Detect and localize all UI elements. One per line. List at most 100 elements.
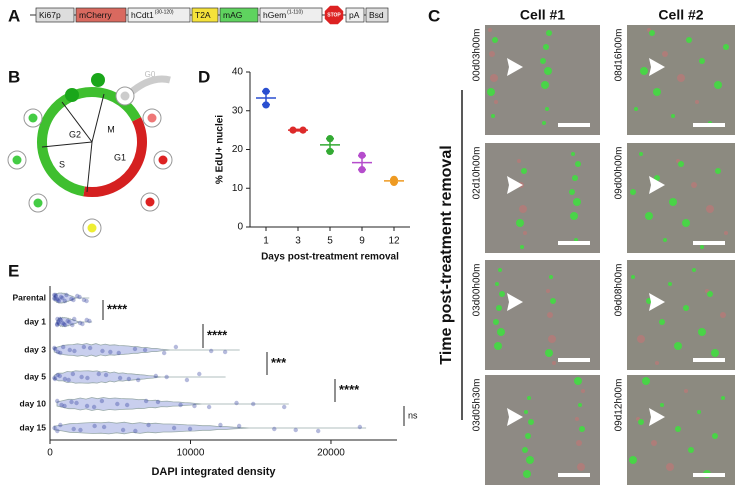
violin-point	[84, 317, 89, 323]
violin-point	[55, 398, 60, 404]
y-tick-label: Parental	[12, 292, 46, 302]
cell-blob	[629, 456, 637, 464]
violin-point	[64, 292, 69, 298]
violin-point	[67, 319, 72, 325]
violin	[53, 421, 367, 435]
violin-point	[115, 401, 120, 407]
violin-point	[251, 401, 256, 407]
violin-point	[52, 346, 58, 352]
violin	[53, 343, 240, 357]
x-tick-label: 20000	[317, 448, 345, 459]
construct-label: mAG	[223, 10, 242, 20]
dot	[289, 126, 297, 134]
construct-label: Ki67p	[39, 10, 61, 20]
cell-blob	[677, 74, 685, 82]
y-tick-label: 20	[232, 144, 244, 155]
cell-blob	[634, 107, 638, 111]
cell-blob	[522, 447, 528, 453]
cell-blob	[574, 377, 582, 385]
cell-nucleus	[87, 223, 97, 233]
cell-blob	[548, 335, 556, 343]
cell-blob	[724, 231, 728, 235]
violin-point	[357, 424, 363, 430]
cell-blob	[651, 440, 657, 446]
violin-point	[52, 425, 57, 431]
violin-point	[65, 318, 70, 324]
x-axis-label: Days post-treatment removal	[261, 252, 399, 263]
cell-blob	[490, 74, 498, 82]
violin-point	[56, 298, 62, 304]
violin-point	[126, 376, 132, 382]
phase-label: S	[59, 159, 65, 169]
cell-blob	[528, 419, 534, 425]
violin-point	[57, 373, 62, 379]
cell-blob	[666, 463, 674, 471]
cell-blob	[491, 114, 495, 118]
dot	[358, 151, 366, 159]
violin-point	[58, 294, 64, 300]
violin-point	[52, 292, 57, 298]
construct-part	[219, 7, 259, 23]
micrograph	[485, 143, 600, 253]
construct-part	[191, 7, 219, 23]
cell-blob	[674, 342, 682, 350]
cell-blob	[569, 189, 575, 195]
violin-point	[78, 427, 83, 433]
cell-blob	[497, 328, 505, 336]
construct-label: pA	[349, 10, 360, 20]
cell-blob	[543, 44, 549, 50]
violin-point	[80, 321, 85, 327]
cell-blob	[576, 440, 582, 446]
violin-point	[55, 372, 60, 378]
violin-point	[70, 371, 76, 377]
cell-blob	[660, 403, 664, 407]
phase-divider	[61, 101, 93, 143]
significance-label: ****	[207, 327, 228, 342]
violin-point	[69, 399, 74, 405]
timestamp: 09d12h00m	[614, 379, 625, 432]
violin-point	[55, 349, 61, 355]
y-tick-label: day 1	[24, 316, 46, 326]
cell-blob	[655, 361, 659, 365]
cell-blob	[545, 349, 553, 357]
violin-point	[66, 377, 71, 383]
x-tick-label: 10000	[177, 448, 205, 459]
cell-blob	[492, 37, 498, 43]
violin-point	[55, 316, 60, 322]
dot	[299, 126, 307, 134]
arrowhead	[507, 176, 523, 194]
construct-sup: (1-110)	[287, 9, 303, 15]
cell-blob	[552, 361, 556, 365]
violin-point	[116, 350, 121, 356]
violin-point	[173, 344, 179, 350]
violin-point	[108, 349, 113, 355]
timestamp: 09d00h00m	[614, 147, 625, 200]
violin-point	[60, 320, 65, 326]
cell-blob	[525, 433, 531, 439]
construct-label: STOP	[327, 12, 341, 18]
violin-point	[77, 294, 82, 300]
violin-point	[84, 403, 90, 409]
panel-label: D	[198, 67, 210, 86]
construct-sup: (30-120)	[155, 9, 174, 15]
cell-blob	[526, 456, 534, 464]
violin-point	[192, 403, 197, 409]
scale-bar	[558, 358, 590, 362]
cell-blob	[691, 182, 697, 188]
cell-nucleus	[28, 113, 38, 123]
arrowhead	[507, 408, 523, 426]
cell-blob	[575, 161, 581, 167]
dot	[262, 101, 270, 109]
cell-nucleus	[147, 113, 157, 123]
violin-point	[92, 423, 97, 429]
cell-blob	[496, 305, 502, 311]
cell-blob	[493, 319, 499, 325]
cell-blob	[662, 51, 668, 57]
violin-point	[197, 371, 202, 377]
violin-point	[81, 344, 87, 350]
cell-blob	[488, 28, 492, 32]
cell-blob	[544, 67, 552, 75]
cell-blob	[714, 81, 722, 89]
violin-point	[62, 376, 68, 382]
violin-point	[85, 375, 90, 381]
